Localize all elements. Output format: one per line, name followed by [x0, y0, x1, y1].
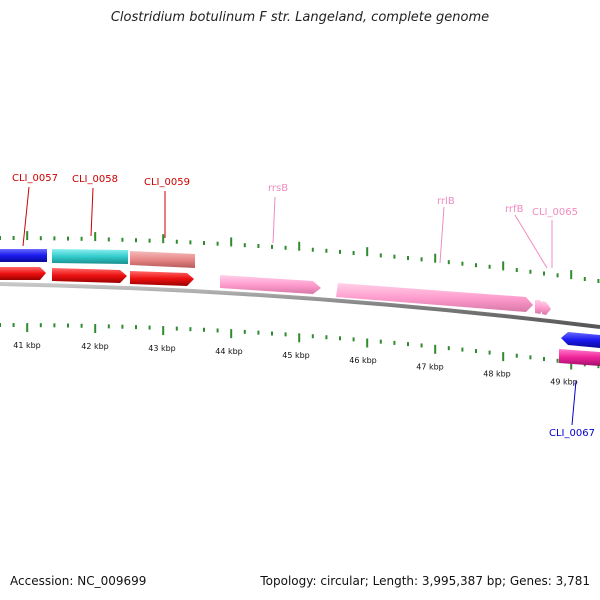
- scale-label: 46 kbp: [349, 356, 377, 365]
- scale-label: 42 kbp: [81, 342, 109, 351]
- cds-arrow-3: [130, 271, 194, 286]
- label-cli-0067: CLI_0067: [549, 428, 595, 439]
- outer-tick-row: [0, 231, 600, 283]
- accession-text: Accession: NC_009699: [10, 574, 147, 588]
- label-cli-0065: CLI_0065: [532, 207, 578, 218]
- genome-summary-text: Topology: circular; Length: 3,995,387 bp…: [260, 574, 590, 588]
- map-title: Clostridium botulinum F str. Langeland, …: [110, 10, 490, 25]
- gene-cli-0058-bar: [52, 249, 128, 264]
- cds-arrow-2: [52, 268, 127, 283]
- scale-label: 45 kbp: [282, 351, 310, 360]
- label-cli-0058: CLI_0058: [72, 174, 118, 185]
- scale-label: 47 kbp: [416, 362, 444, 371]
- gene-cli-0059-bar: [130, 251, 195, 268]
- gene-labels: CLI_0057 CLI_0058 CLI_0059 rrsB rrlB rrf…: [12, 173, 595, 439]
- cds-arrow-1: [0, 267, 46, 280]
- gene-cli-0057-bar: [0, 249, 47, 262]
- label-rrfb: rrfB: [505, 204, 524, 215]
- label-cli-0059: CLI_0059: [144, 177, 190, 188]
- scale-label: 44 kbp: [215, 347, 243, 356]
- rrlb-arrow: [336, 283, 533, 312]
- cli-0065-arrow: [542, 301, 551, 315]
- genome-backbone: [0, 282, 600, 329]
- scale-label: 48 kbp: [483, 369, 511, 378]
- label-rrsb: rrsB: [268, 183, 288, 194]
- rrsb-arrow: [220, 275, 321, 294]
- scale-label: 41 kbp: [13, 341, 41, 350]
- scale-labels: 41 kbp 42 kbp 43 kbp 44 kbp 45 kbp 46 kbp 47 k…: [13, 341, 578, 386]
- label-rrlb: rrlB: [437, 196, 455, 207]
- gene-cli-0066-bar: [561, 332, 600, 348]
- inner-tick-row: [0, 323, 600, 370]
- scale-label: 49 kbp: [550, 378, 578, 387]
- leader-lines: [22, 186, 577, 426]
- label-cli-0057: CLI_0057: [12, 173, 58, 184]
- gene-cli-0067-bar: [559, 349, 600, 366]
- scale-label: 43 kbp: [148, 344, 176, 353]
